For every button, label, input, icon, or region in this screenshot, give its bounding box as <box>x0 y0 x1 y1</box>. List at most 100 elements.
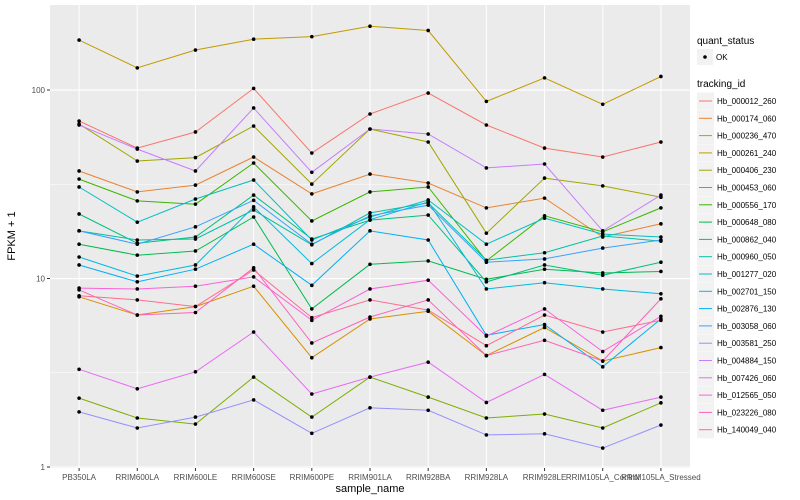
data-point <box>659 235 663 239</box>
x-axis-title: sample_name <box>335 483 404 495</box>
data-point <box>77 212 81 216</box>
data-point <box>310 261 314 266</box>
data-point <box>135 386 140 391</box>
legend-label: Hb_003058_060 <box>717 322 777 331</box>
data-point <box>484 231 489 235</box>
data-point <box>193 237 198 241</box>
data-point <box>135 220 140 224</box>
data-point <box>77 119 81 123</box>
x-tick-label: RRIM901LA <box>348 473 392 482</box>
legend-symbol <box>703 55 707 59</box>
data-point <box>193 130 198 134</box>
data-point <box>310 392 314 396</box>
data-point <box>484 260 489 265</box>
data-point <box>77 185 81 189</box>
data-point <box>426 91 430 95</box>
legend-label: Hb_000862_040 <box>717 235 777 244</box>
data-point <box>368 287 372 291</box>
data-point <box>600 426 605 430</box>
data-point <box>193 183 198 187</box>
legend-label: Hb_002876_130 <box>717 305 777 314</box>
data-point <box>600 349 605 354</box>
data-point <box>542 338 547 343</box>
y-axis-title: FPKM + 1 <box>6 211 18 260</box>
data-point <box>77 367 81 372</box>
data-point <box>600 155 605 159</box>
legend-label: Hb_007426_060 <box>717 374 777 383</box>
data-point <box>251 205 256 209</box>
x-tick-label: RRIM105LA_Control <box>566 473 640 482</box>
data-point <box>310 431 314 436</box>
legend-label: Hb_000012_260 <box>717 97 777 106</box>
data-point <box>484 334 489 338</box>
legend-label: Hb_000960_050 <box>717 253 777 262</box>
data-point <box>251 155 256 159</box>
data-point <box>484 287 489 291</box>
data-point <box>659 345 663 350</box>
data-point <box>659 206 663 210</box>
data-point <box>193 263 198 267</box>
legend-label: Hb_012565_050 <box>717 391 777 400</box>
data-point <box>659 401 663 405</box>
data-point <box>600 273 605 278</box>
data-point <box>77 293 81 298</box>
data-point <box>484 277 489 282</box>
data-point <box>193 369 198 374</box>
data-point <box>659 395 663 399</box>
data-point <box>77 177 81 181</box>
data-point <box>193 422 198 426</box>
data-point <box>310 170 314 175</box>
data-point <box>542 146 547 150</box>
data-point <box>426 278 430 282</box>
data-point <box>600 102 605 107</box>
data-point <box>135 298 140 302</box>
data-point <box>310 415 314 419</box>
data-point <box>542 432 547 436</box>
data-point <box>368 229 372 233</box>
data-point <box>426 132 430 136</box>
legend-label: Hb_000453_060 <box>717 184 777 193</box>
data-point <box>193 197 198 201</box>
data-point <box>368 315 372 319</box>
data-point <box>368 214 372 218</box>
data-point <box>135 313 140 317</box>
data-point <box>310 315 314 320</box>
data-point <box>135 159 140 163</box>
data-point <box>426 181 430 185</box>
data-point <box>542 267 547 272</box>
data-point <box>659 291 663 296</box>
data-point <box>659 140 663 144</box>
data-point <box>542 313 547 317</box>
data-point <box>484 343 489 348</box>
data-point <box>368 172 372 176</box>
legend-label: Hb_000648_080 <box>717 218 777 227</box>
data-point <box>426 395 430 399</box>
data-point <box>251 86 256 91</box>
data-point <box>600 287 605 291</box>
x-tick-label: RRIM105LA_Stressed <box>621 473 701 482</box>
data-point <box>135 147 140 151</box>
legend-title: quant_status <box>697 36 754 47</box>
legend-label: Hb_002701_150 <box>717 287 777 296</box>
data-point <box>310 151 314 155</box>
data-point <box>484 353 489 358</box>
data-point <box>77 169 81 173</box>
data-point <box>426 238 430 242</box>
data-point <box>251 106 256 110</box>
data-point <box>426 213 430 217</box>
data-point <box>251 198 256 203</box>
data-point <box>135 416 140 420</box>
data-point <box>251 375 256 379</box>
data-point <box>193 415 198 419</box>
legend-label: Hb_140049_040 <box>717 426 777 435</box>
legend-label: Hb_000261_240 <box>717 149 777 158</box>
data-point <box>310 355 314 360</box>
data-point <box>484 206 489 210</box>
data-point <box>484 123 489 127</box>
data-point <box>542 250 547 255</box>
x-tick-label: RRIM600LE <box>174 473 218 482</box>
data-point <box>251 124 256 128</box>
data-point <box>310 318 314 323</box>
data-point <box>135 66 140 70</box>
data-point <box>542 162 547 166</box>
